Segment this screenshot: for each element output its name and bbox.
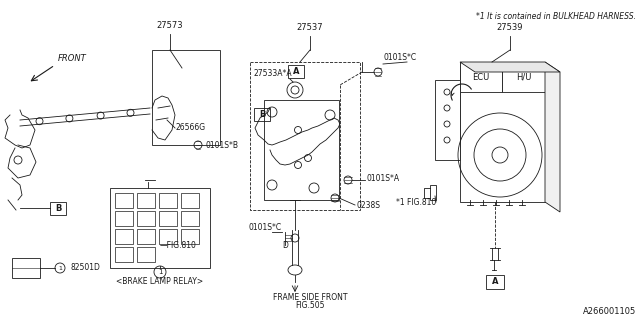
Bar [502, 62, 545, 92]
Text: 1: 1 [58, 266, 62, 270]
Bar [110, 188, 210, 268]
Text: A: A [492, 277, 499, 286]
Bar [12, 258, 40, 278]
Bar [137, 193, 155, 208]
Text: FIG.505: FIG.505 [295, 301, 324, 310]
Bar [181, 229, 199, 244]
Polygon shape [430, 185, 436, 200]
Text: 0101S*C: 0101S*C [248, 223, 281, 232]
Polygon shape [545, 62, 560, 212]
Text: 1: 1 [157, 269, 163, 275]
Bar [460, 62, 502, 92]
Bar [137, 247, 155, 262]
Bar [254, 108, 270, 121]
Text: B: B [259, 110, 265, 119]
Bar [181, 193, 199, 208]
Bar [159, 229, 177, 244]
Text: 27537: 27537 [297, 23, 323, 32]
Bar [159, 211, 177, 226]
Text: 27539: 27539 [497, 23, 524, 32]
Bar [137, 229, 155, 244]
Text: FRONT: FRONT [58, 54, 87, 63]
Text: 0101S*C: 0101S*C [383, 53, 416, 62]
Bar [159, 193, 177, 208]
Text: A266001105: A266001105 [583, 307, 636, 316]
Text: <BRAKE LAMP RELAY>: <BRAKE LAMP RELAY> [116, 277, 204, 286]
Text: 0101S*A: 0101S*A [366, 173, 399, 182]
Bar [50, 202, 66, 215]
Bar [250, 62, 360, 210]
Text: A: A [292, 67, 300, 76]
Bar [137, 211, 155, 226]
Bar [435, 80, 460, 160]
Text: D: D [282, 241, 288, 250]
Bar [264, 100, 339, 200]
Bar [486, 275, 504, 289]
Bar [152, 50, 220, 145]
Text: 27573: 27573 [157, 21, 183, 30]
Text: H/U: H/U [516, 73, 532, 82]
Text: B: B [55, 204, 61, 213]
Text: *1 FIG.810: *1 FIG.810 [396, 198, 436, 207]
Text: 0238S: 0238S [356, 201, 380, 210]
Text: 0101S*B: 0101S*B [205, 140, 238, 149]
Bar [115, 247, 133, 262]
Text: —FIG.810: —FIG.810 [160, 241, 197, 250]
Bar [288, 65, 304, 78]
Bar [115, 193, 133, 208]
Text: *1 It is contained in BULKHEAD HARNESS.: *1 It is contained in BULKHEAD HARNESS. [476, 12, 636, 21]
Bar [115, 229, 133, 244]
Text: 27533A*A: 27533A*A [253, 69, 292, 78]
Text: ECU: ECU [472, 73, 490, 82]
Polygon shape [460, 62, 560, 72]
Text: FRAME SIDE FRONT: FRAME SIDE FRONT [273, 293, 348, 302]
Bar [460, 62, 545, 202]
Bar [181, 211, 199, 226]
Bar [115, 211, 133, 226]
Text: 82501D: 82501D [70, 263, 100, 273]
Text: 26566G: 26566G [175, 123, 205, 132]
